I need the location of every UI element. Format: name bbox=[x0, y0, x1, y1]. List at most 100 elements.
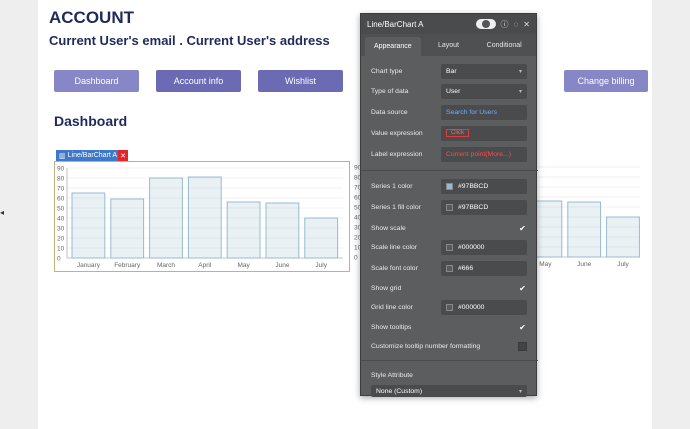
style-attribute-value: None (Custom) bbox=[376, 387, 423, 395]
style-attribute-select[interactable]: None (Custom) ▾ bbox=[371, 385, 527, 397]
label-expression-label: Label expression bbox=[371, 150, 423, 158]
series1-fill-value: #97BBCD bbox=[458, 203, 489, 211]
panel-divider bbox=[361, 170, 538, 171]
scale-font-color-value: #666 bbox=[458, 264, 474, 272]
chart-type-value: Bar bbox=[446, 67, 457, 75]
color-swatch bbox=[446, 182, 453, 190]
tab-conditional[interactable]: Conditional bbox=[486, 41, 522, 49]
account-info-button[interactable]: Account info bbox=[156, 70, 241, 92]
show-grid-label: Show grid bbox=[371, 284, 402, 292]
chart-selection-tag[interactable]: ▥ Line/BarChart A bbox=[56, 150, 121, 161]
x-tick-label: July bbox=[315, 262, 327, 269]
label-expression-row: Label expression Current point(More...) bbox=[371, 146, 529, 162]
chart-type-row: Chart type Bar ▾ bbox=[371, 63, 529, 79]
dashboard-heading: Dashboard bbox=[54, 113, 128, 129]
chart-type-label: Chart type bbox=[371, 67, 403, 75]
y-tick-label: 10 bbox=[57, 246, 65, 253]
chart-bar bbox=[110, 198, 145, 259]
chart-bar bbox=[149, 177, 183, 259]
y-tick-label: 10 bbox=[354, 245, 362, 252]
x-tick-label: April bbox=[198, 262, 212, 269]
page-canvas bbox=[38, 0, 652, 429]
info-icon[interactable]: ⓘ bbox=[500, 19, 509, 29]
y-tick-label: 0 bbox=[354, 255, 358, 262]
x-tick-label: July bbox=[617, 261, 629, 268]
show-scale-label: Show scale bbox=[371, 224, 406, 232]
show-scale-row: Show scale ✔ bbox=[371, 220, 529, 236]
bar-chart-svg: 0 10 20 30 40 50 60 70 80 90 January February March A… bbox=[57, 166, 343, 269]
label-expression-field[interactable]: Current point(More...) bbox=[441, 146, 527, 162]
chart-tag-label: Line/BarChart A bbox=[67, 152, 118, 159]
x-tick-label: June bbox=[577, 261, 591, 268]
property-editor-panel: Line/BarChart A ⓘ ◌ ✕ Appearance Layout … bbox=[360, 13, 538, 397]
scale-font-color-field[interactable]: #666 bbox=[441, 260, 527, 276]
show-grid-row: Show grid ✔ bbox=[371, 280, 529, 296]
y-tick-label: 80 bbox=[354, 175, 362, 182]
line-bar-chart-a[interactable]: 0 10 20 30 40 50 60 70 80 90 January February March A… bbox=[54, 161, 350, 272]
scale-line-color-field[interactable]: #000000 bbox=[441, 239, 527, 255]
x-tick-label: January bbox=[77, 262, 101, 269]
comment-icon[interactable]: ◌ bbox=[513, 19, 519, 29]
data-source-row: Data source Search for Users bbox=[371, 104, 529, 120]
style-attribute-label: Style Attribute bbox=[371, 371, 413, 379]
y-tick-label: 60 bbox=[354, 195, 362, 202]
grid-line-color-field[interactable]: #000000 bbox=[441, 299, 527, 315]
value-expression-value: Click bbox=[446, 129, 469, 137]
color-swatch bbox=[446, 303, 453, 311]
change-billing-button[interactable]: Change billing bbox=[564, 70, 648, 92]
y-tick-label: 80 bbox=[57, 176, 65, 183]
y-tick-label: 30 bbox=[57, 226, 65, 233]
series1-color-row: Series 1 color #97BBCD bbox=[371, 178, 529, 194]
grid-line-color-row: Grid line color #000000 bbox=[371, 299, 529, 315]
x-tick-label: February bbox=[114, 262, 141, 269]
scale-line-color-value: #000000 bbox=[458, 243, 485, 251]
value-expression-row: Value expression Click bbox=[371, 125, 529, 141]
customize-tooltip-checkbox[interactable] bbox=[518, 341, 527, 351]
series1-fill-label: Series 1 fill color bbox=[371, 203, 421, 211]
y-tick-label: 40 bbox=[57, 216, 65, 223]
chart-bar bbox=[187, 176, 222, 259]
data-source-field[interactable]: Search for Users bbox=[441, 104, 527, 120]
y-tick-label: 0 bbox=[57, 256, 61, 263]
grid-line-color-value: #000000 bbox=[458, 303, 485, 311]
color-swatch bbox=[446, 203, 453, 211]
show-tooltips-row: Show tooltips ✔ bbox=[371, 319, 529, 335]
chevron-down-icon: ▾ bbox=[518, 68, 522, 75]
tab-layout[interactable]: Layout bbox=[437, 41, 460, 49]
type-of-data-select[interactable]: User ▾ bbox=[441, 83, 527, 99]
scale-line-color-row: Scale line color #000000 bbox=[371, 239, 529, 255]
grid-line-color-label: Grid line color bbox=[371, 303, 413, 311]
customize-tooltip-label: Customize tooltip number formatting bbox=[371, 342, 481, 350]
series1-color-field[interactable]: #97BBCD bbox=[441, 178, 527, 194]
chart-type-select[interactable]: Bar ▾ bbox=[441, 63, 527, 79]
x-tick-label: June bbox=[275, 262, 289, 269]
type-of-data-row: Type of data User ▾ bbox=[371, 83, 529, 99]
close-icon[interactable]: ✕ bbox=[523, 19, 530, 29]
series1-color-label: Series 1 color bbox=[371, 182, 413, 190]
wishlist-button[interactable]: Wishlist bbox=[258, 70, 343, 92]
y-tick-label: 90 bbox=[57, 166, 65, 173]
resize-arrow-icon[interactable]: ◂ bbox=[0, 208, 5, 217]
page-title: ACCOUNT bbox=[49, 8, 134, 27]
series1-fill-row: Series 1 fill color #97BBCD bbox=[371, 199, 529, 215]
delete-icon[interactable]: ✕ bbox=[118, 150, 128, 161]
show-grid-checkbox[interactable]: ✔ bbox=[519, 283, 526, 293]
y-tick-label: 70 bbox=[354, 185, 362, 192]
value-expression-field[interactable]: Click bbox=[441, 125, 527, 141]
scale-line-color-label: Scale line color bbox=[371, 243, 418, 251]
show-scale-checkbox[interactable]: ✔ bbox=[519, 223, 526, 233]
series1-fill-field[interactable]: #97BBCD bbox=[441, 199, 527, 215]
dashboard-button[interactable]: Dashboard bbox=[54, 70, 139, 92]
show-tooltips-checkbox[interactable]: ✔ bbox=[519, 322, 526, 332]
chart-bar bbox=[567, 201, 602, 258]
data-source-value: Search for Users bbox=[446, 108, 497, 116]
preview-toggle[interactable] bbox=[475, 19, 496, 29]
show-tooltips-label: Show tooltips bbox=[371, 323, 412, 331]
x-tick-label: March bbox=[157, 262, 175, 269]
y-tick-label: 20 bbox=[354, 235, 362, 242]
chart-bar bbox=[71, 192, 106, 259]
type-of-data-value: User bbox=[446, 87, 461, 95]
tab-appearance[interactable]: Appearance bbox=[365, 37, 421, 56]
panel-header: Line/BarChart A ⓘ ◌ ✕ bbox=[361, 14, 536, 34]
panel-tabs: Appearance Layout Conditional bbox=[361, 34, 536, 56]
